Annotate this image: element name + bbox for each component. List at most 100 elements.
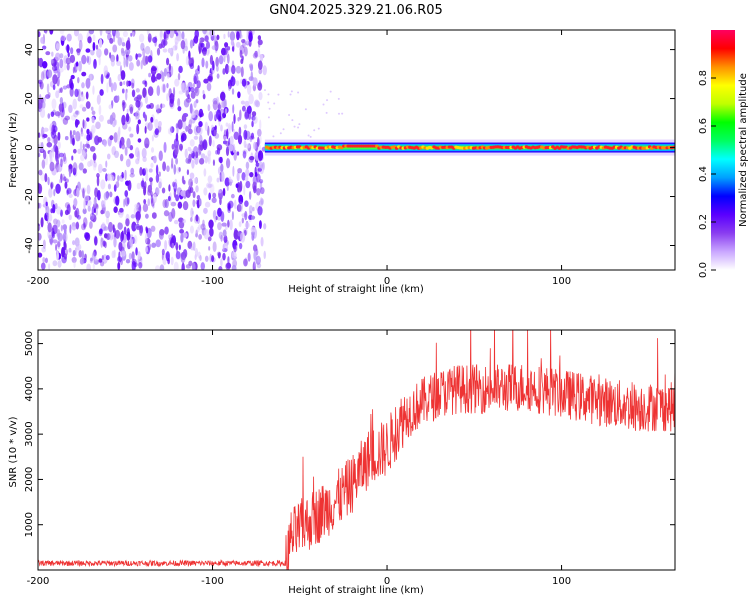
spectrogram-noise-cell — [144, 114, 148, 122]
spectrogram-noise-cell — [163, 141, 167, 153]
spectrogram-noise-cell — [40, 262, 46, 270]
spectrogram-noise-cell — [245, 180, 251, 189]
spectrogram-noise-cell — [121, 171, 124, 179]
spectrogram-noise-cell — [119, 153, 124, 162]
spectrogram-noise-cell — [249, 172, 254, 178]
spectrogram-noise-cell — [196, 226, 200, 233]
spectrogram-noise-cell — [227, 219, 230, 228]
spectrogram-noise-cell — [91, 110, 96, 115]
spectrogram-noise-cell — [192, 199, 196, 208]
spectrogram-noise-cell — [256, 255, 261, 264]
spectrogram-noise-cell — [113, 227, 117, 239]
spectrogram-noise-cell — [170, 201, 177, 207]
spectrogram-noise-cell — [244, 210, 248, 221]
spectrogram-noise-cell — [136, 123, 140, 135]
spectrogram-noise-cell — [38, 232, 42, 241]
spectrogram-noise-cell — [102, 240, 106, 247]
spectrogram-noise-cell — [237, 91, 241, 99]
spectrogram-noise-cell — [211, 45, 217, 51]
spectrogram-noise-cell — [151, 74, 156, 83]
spectrogram-noise-cell — [41, 246, 47, 253]
spectrogram-noise-cell — [64, 242, 67, 250]
spectrogram-noise-cell — [91, 206, 95, 216]
spectrogram-noise-cell — [93, 207, 97, 214]
spectrogram-noise-cell — [181, 262, 185, 270]
spectrogram-noise-cell — [94, 236, 98, 246]
spectrogram-noise-cell — [329, 90, 332, 93]
spectrogram-noise-cell — [57, 259, 62, 268]
spectrogram-noise-cell — [297, 126, 300, 129]
spectrogram-noise-cell — [223, 47, 228, 55]
snr-series-line — [38, 330, 675, 570]
spectrogram-noise-cell — [257, 205, 263, 216]
spectrogram-noise-cell — [337, 112, 340, 115]
spectrogram-noise-cell — [244, 100, 250, 107]
spectrogram-noise-cell — [216, 73, 220, 79]
spectrogram-noise-cell — [109, 174, 115, 181]
spectrogram-noise-cell — [75, 61, 79, 68]
spectrogram-noise-cell — [135, 247, 138, 256]
spectrogram-noise-cell — [237, 184, 242, 193]
spectrogram-noise-cell — [202, 30, 207, 35]
spectrogram-noise-cell — [200, 223, 206, 231]
spectrogram-noise-cell — [208, 110, 214, 122]
spectrogram-noise-cell — [155, 187, 160, 196]
spectrogram-noise-cell — [288, 114, 291, 117]
spectrogram-noise-cell — [55, 183, 61, 194]
spectrogram-ylabel: Frequency (Hz) — [8, 112, 19, 188]
spectrogram-noise-cell — [131, 82, 135, 89]
spectrogram-noise-cell — [38, 132, 41, 138]
spectrogram-noise-cell — [98, 38, 103, 48]
spectrogram-noise-cell — [60, 209, 63, 217]
spectrogram-noise-cell — [144, 95, 148, 104]
spectrogram-noise-cell — [200, 153, 206, 160]
spectrogram-noise-cell — [163, 210, 170, 217]
spectrogram-noise-cell — [75, 110, 80, 116]
spectrogram-noise-cell — [222, 252, 226, 261]
spectrogram-noise-cell — [193, 125, 200, 136]
spectrogram-noise-cell — [164, 30, 170, 39]
spectrogram-noise-cell — [51, 230, 56, 239]
spectrogram-noise-cell — [89, 145, 96, 152]
spectrogram-noise-cell — [166, 72, 170, 79]
spectrogram-noise-cell — [182, 201, 189, 211]
spectrogram-noise-cell — [166, 82, 169, 89]
spectrogram-noise-cell — [107, 32, 112, 41]
spectrogram-noise-cell — [147, 243, 152, 251]
spectrogram-noise-cell — [96, 175, 100, 187]
spectrogram-noise-cell — [59, 53, 64, 59]
spectrogram-noise-cell — [97, 189, 101, 201]
spectrogram-noise-cell — [132, 31, 135, 38]
spectrogram-noise-cell — [156, 104, 160, 115]
spectrogram-noise-cell — [59, 96, 64, 104]
y-tick-label: 2000 — [24, 467, 35, 492]
spectrogram-noise-cell — [170, 126, 175, 134]
spectrogram-noise-cell — [337, 97, 340, 100]
spectrogram-noise-cell — [38, 152, 41, 158]
spectrogram-noise-cell — [192, 241, 196, 251]
spectrogram-noise-cell — [41, 159, 46, 169]
spectrogram-noise-cell — [56, 77, 60, 87]
spectrogram-noise-cell — [127, 37, 131, 46]
spectrogram-noise-cell — [99, 30, 103, 36]
spectrogram-noise-cell — [177, 97, 181, 108]
spectrogram-noise-cell — [135, 211, 141, 221]
snr-panel: -200 -100 0 100 1000 2000 3000 4000 5000 Height … — [8, 329, 676, 596]
spectrogram-noise-cell — [222, 229, 227, 237]
spectrogram-noise-cell — [64, 136, 69, 141]
spectrogram-noise-cell — [75, 243, 82, 251]
spectrogram-noise-cell — [113, 206, 118, 214]
x-tick-label: -200 — [27, 576, 50, 587]
spectrogram-noise-cell — [67, 52, 70, 58]
spectrogram-noise-cell — [83, 194, 90, 202]
spectrogram-noise-cell — [153, 193, 157, 203]
spectrogram-noise-cell — [225, 158, 231, 169]
spectrogram-noise-cell — [158, 171, 161, 177]
spectrogram-noise-cell — [145, 213, 149, 219]
spectrogram-noise-cell — [135, 100, 141, 108]
spectrogram-noise-cell — [56, 206, 62, 215]
x-tick-label: 100 — [552, 576, 571, 587]
spectrogram-noise-cell — [135, 88, 140, 93]
